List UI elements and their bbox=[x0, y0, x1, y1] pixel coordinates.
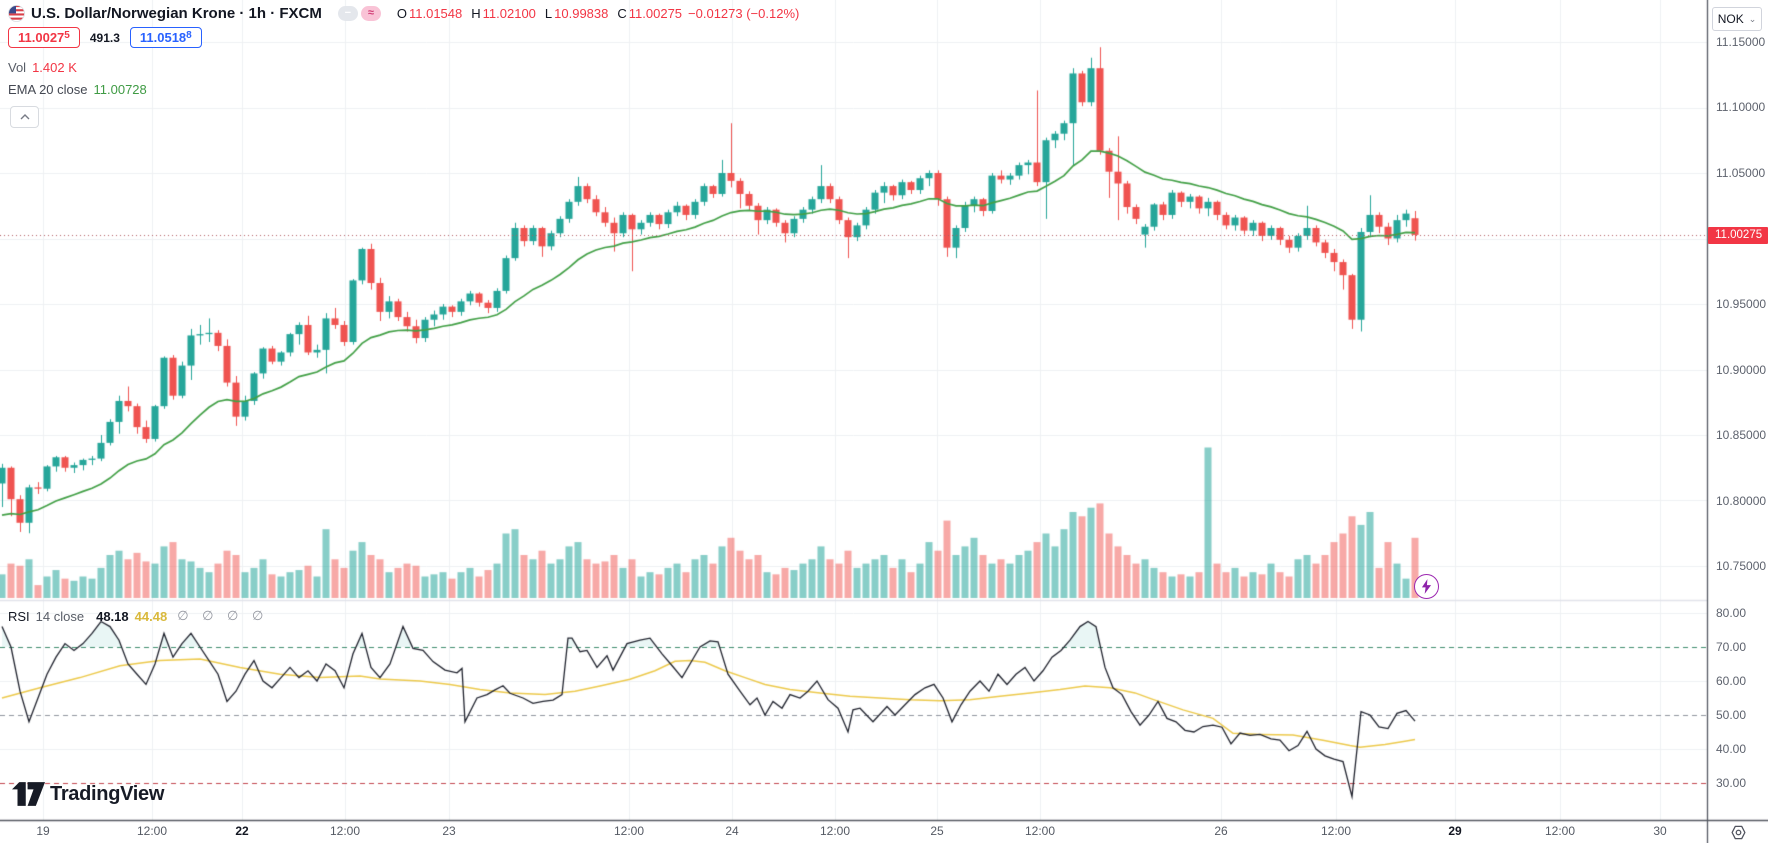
volume-legend-row: Vol 1.402 K bbox=[8, 60, 77, 75]
time-axis-label: 22 bbox=[235, 824, 249, 838]
time-axis-label: 24 bbox=[725, 824, 739, 838]
price-axis-label: 11.15000 bbox=[1716, 35, 1766, 49]
price-axis-label: 10.90000 bbox=[1716, 363, 1767, 377]
watermark-text: TradingView bbox=[50, 782, 165, 805]
us-flag-icon bbox=[8, 5, 25, 22]
symbol-title[interactable]: U.S. Dollar/Norwegian Krone · 1h · FXCM bbox=[31, 5, 322, 22]
price-axis-label: 10.80000 bbox=[1716, 494, 1767, 508]
rsi-axis-label: 50.00 bbox=[1716, 708, 1747, 722]
tradingview-watermark[interactable]: TradingView bbox=[12, 782, 164, 806]
price-axis-label: 10.95000 bbox=[1716, 297, 1767, 311]
rsi-value: 48.18 bbox=[96, 608, 129, 624]
time-axis-label: 12:00 bbox=[136, 824, 168, 838]
trade-buttons-row: 11.00275 491.3 11.05188 bbox=[8, 27, 202, 48]
time-axis-label: 19 bbox=[36, 824, 50, 838]
ema-value: 11.00728 bbox=[93, 82, 147, 97]
price-axis-label: 10.85000 bbox=[1716, 428, 1767, 442]
ema-legend-row: EMA 20 close 11.00728 bbox=[8, 82, 147, 97]
rsi-axis-label: 80.00 bbox=[1716, 606, 1747, 620]
chevron-up-icon bbox=[20, 114, 29, 120]
volume-label: Vol bbox=[8, 60, 27, 75]
buy-button[interactable]: 11.05188 bbox=[129, 27, 202, 48]
time-axis-label: 12:00 bbox=[1544, 824, 1576, 838]
ohlc-item: O 11.01548 bbox=[396, 6, 463, 21]
currency-label: NOK bbox=[1717, 12, 1744, 26]
time-axis-label: 29 bbox=[1448, 824, 1462, 838]
rsi-axis-label: 60.00 bbox=[1716, 674, 1747, 688]
rsi-hidden-values: ∅ ∅ ∅ ∅ bbox=[177, 608, 269, 623]
time-axis-label: 26 bbox=[1214, 824, 1228, 838]
ema-label: EMA 20 close bbox=[8, 82, 88, 97]
lightning-bolt-icon bbox=[1421, 579, 1432, 594]
price-axis-label: 11.10000 bbox=[1716, 100, 1766, 114]
rsi-legend-row: RSI 14 close 48.18 44.48 ∅ ∅ ∅ ∅ bbox=[8, 608, 268, 624]
rsi-axis-label: 70.00 bbox=[1716, 640, 1747, 654]
main-price-pane[interactable] bbox=[0, 0, 1707, 600]
ohlc-values: O 11.01548 H 11.02100 L 10.99838 C 11.00275 bbox=[397, 6, 682, 21]
symbol-legend-row: U.S. Dollar/Norwegian Krone · 1h · FXCM … bbox=[8, 5, 799, 22]
lightning-bolt-button[interactable] bbox=[1414, 574, 1439, 599]
sell-button[interactable]: 11.00275 bbox=[8, 27, 80, 48]
rsi-params: 14 close bbox=[35, 608, 85, 624]
time-axis-label: 12:00 bbox=[819, 824, 851, 838]
time-axis-label: 12:00 bbox=[613, 824, 645, 838]
marker-pills: − ≈ bbox=[337, 6, 381, 21]
approx-pill-icon[interactable]: ≈ bbox=[360, 6, 381, 21]
ohlc-item: C 11.00275 bbox=[617, 6, 683, 21]
rsi-pane[interactable] bbox=[0, 600, 1707, 820]
time-axis-label: 30 bbox=[1653, 824, 1667, 838]
chevron-down-icon: ⌄ bbox=[1748, 13, 1757, 24]
pane-collapse-button[interactable] bbox=[10, 106, 39, 128]
tradingview-logo-icon bbox=[12, 782, 45, 806]
time-axis[interactable]: 19 12:00 22 12:00 23 12:00 24 12:00 25 12:00 26 12:… bbox=[0, 821, 1707, 843]
time-axis-label: 25 bbox=[930, 824, 944, 838]
spread-value: 491.3 bbox=[89, 30, 120, 45]
currency-unit-button[interactable]: NOK ⌄ bbox=[1712, 7, 1762, 31]
minus-pill-icon[interactable]: − bbox=[337, 6, 358, 21]
current-price-badge: 11.00275 bbox=[1708, 226, 1768, 244]
rsi-axis-label: 30.00 bbox=[1716, 776, 1747, 790]
time-axis-label: 12:00 bbox=[329, 824, 361, 838]
price-axis-label: 11.05000 bbox=[1716, 166, 1766, 180]
time-axis-label: 12:00 bbox=[1320, 824, 1352, 838]
volume-value: 1.402 K bbox=[32, 60, 77, 75]
gear-icon bbox=[1730, 825, 1746, 839]
rsi-axis-label: 40.00 bbox=[1716, 742, 1747, 756]
price-axis-label: 10.75000 bbox=[1716, 559, 1767, 573]
price-axis[interactable]: NOK ⌄ 11.15000 11.10000 11.05000 10.95000 10… bbox=[1708, 0, 1768, 820]
rsi-title: RSI bbox=[8, 608, 30, 624]
ohlc-item: L 10.99838 bbox=[544, 6, 609, 21]
ohlc-item: H 11.02100 bbox=[471, 6, 536, 21]
time-axis-label: 12:00 bbox=[1024, 824, 1056, 838]
time-axis-label: 23 bbox=[442, 824, 456, 838]
change-value: −0.01273 (−0.12%) bbox=[688, 6, 800, 21]
rsi-ma-value: 44.48 bbox=[134, 608, 168, 624]
axis-settings-button[interactable] bbox=[1708, 821, 1768, 843]
